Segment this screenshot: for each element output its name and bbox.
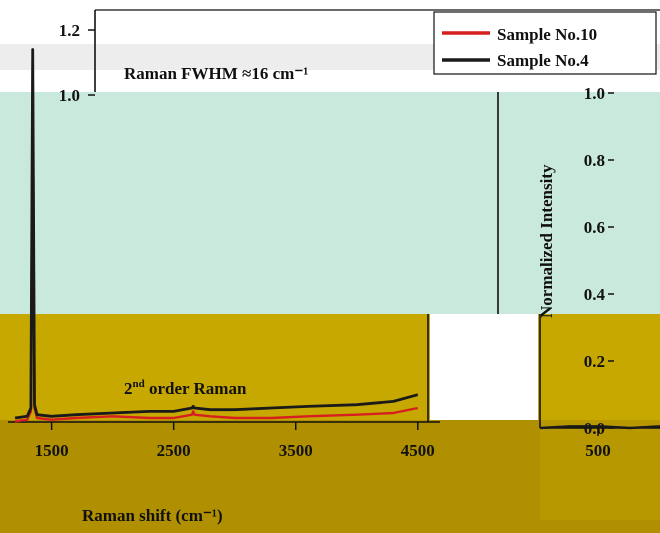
main-x-tick-label: 4500 bbox=[401, 441, 435, 460]
inset-y-tick-label: 0.2 bbox=[584, 352, 605, 371]
legend-box bbox=[433, 11, 657, 75]
inset-y-tick-label: 0.8 bbox=[584, 151, 605, 170]
inset-x-tick-label: 500 bbox=[585, 441, 611, 460]
white-patch bbox=[430, 314, 538, 420]
inset-series-line bbox=[539, 425, 660, 430]
legend-label-sample4: Sample No.4 bbox=[497, 51, 589, 70]
inset-series-group bbox=[539, 425, 660, 430]
mustard-right-patch bbox=[540, 420, 660, 520]
inset-y-tick-label: 0.6 bbox=[584, 218, 605, 237]
fwhm-annotation: Raman FWHM ≈16 cm⁻¹ bbox=[124, 64, 308, 83]
x-axis-title: Raman shift (cm⁻¹) bbox=[82, 506, 223, 525]
series-line-sample-no-4 bbox=[14, 48, 419, 420]
main-x-tick-label: 1500 bbox=[35, 441, 69, 460]
main-series-group bbox=[14, 48, 419, 423]
inset-y-tick-label: 0.0 bbox=[584, 419, 605, 438]
main-tick-group: 1500 2500 3500 4500 1.2 1.0 bbox=[35, 21, 435, 460]
main-y-tick-label: 1.2 bbox=[59, 21, 80, 40]
legend-label-sample10: Sample No.10 bbox=[497, 25, 597, 44]
legend: Sample No.10 Sample No.4 bbox=[433, 11, 657, 75]
main-x-tick-label: 2500 bbox=[157, 441, 191, 460]
second-order-annotation: 2nd order Raman bbox=[124, 378, 247, 398]
inset-y-tick-label: 1.0 bbox=[584, 84, 605, 103]
inset-y-tick-label: 0.4 bbox=[584, 285, 606, 304]
mustard-dark-panel bbox=[0, 420, 660, 533]
mustard-panel bbox=[0, 314, 660, 420]
inset-y-axis-title: Normalized Intensity bbox=[537, 164, 556, 318]
inset-tick-group: 1.0 0.8 0.6 0.4 0.2 0.0 500 bbox=[584, 84, 614, 460]
mint-panel bbox=[0, 92, 660, 314]
main-x-tick-label: 3500 bbox=[279, 441, 313, 460]
main-y-tick-label: 1.0 bbox=[59, 86, 80, 105]
